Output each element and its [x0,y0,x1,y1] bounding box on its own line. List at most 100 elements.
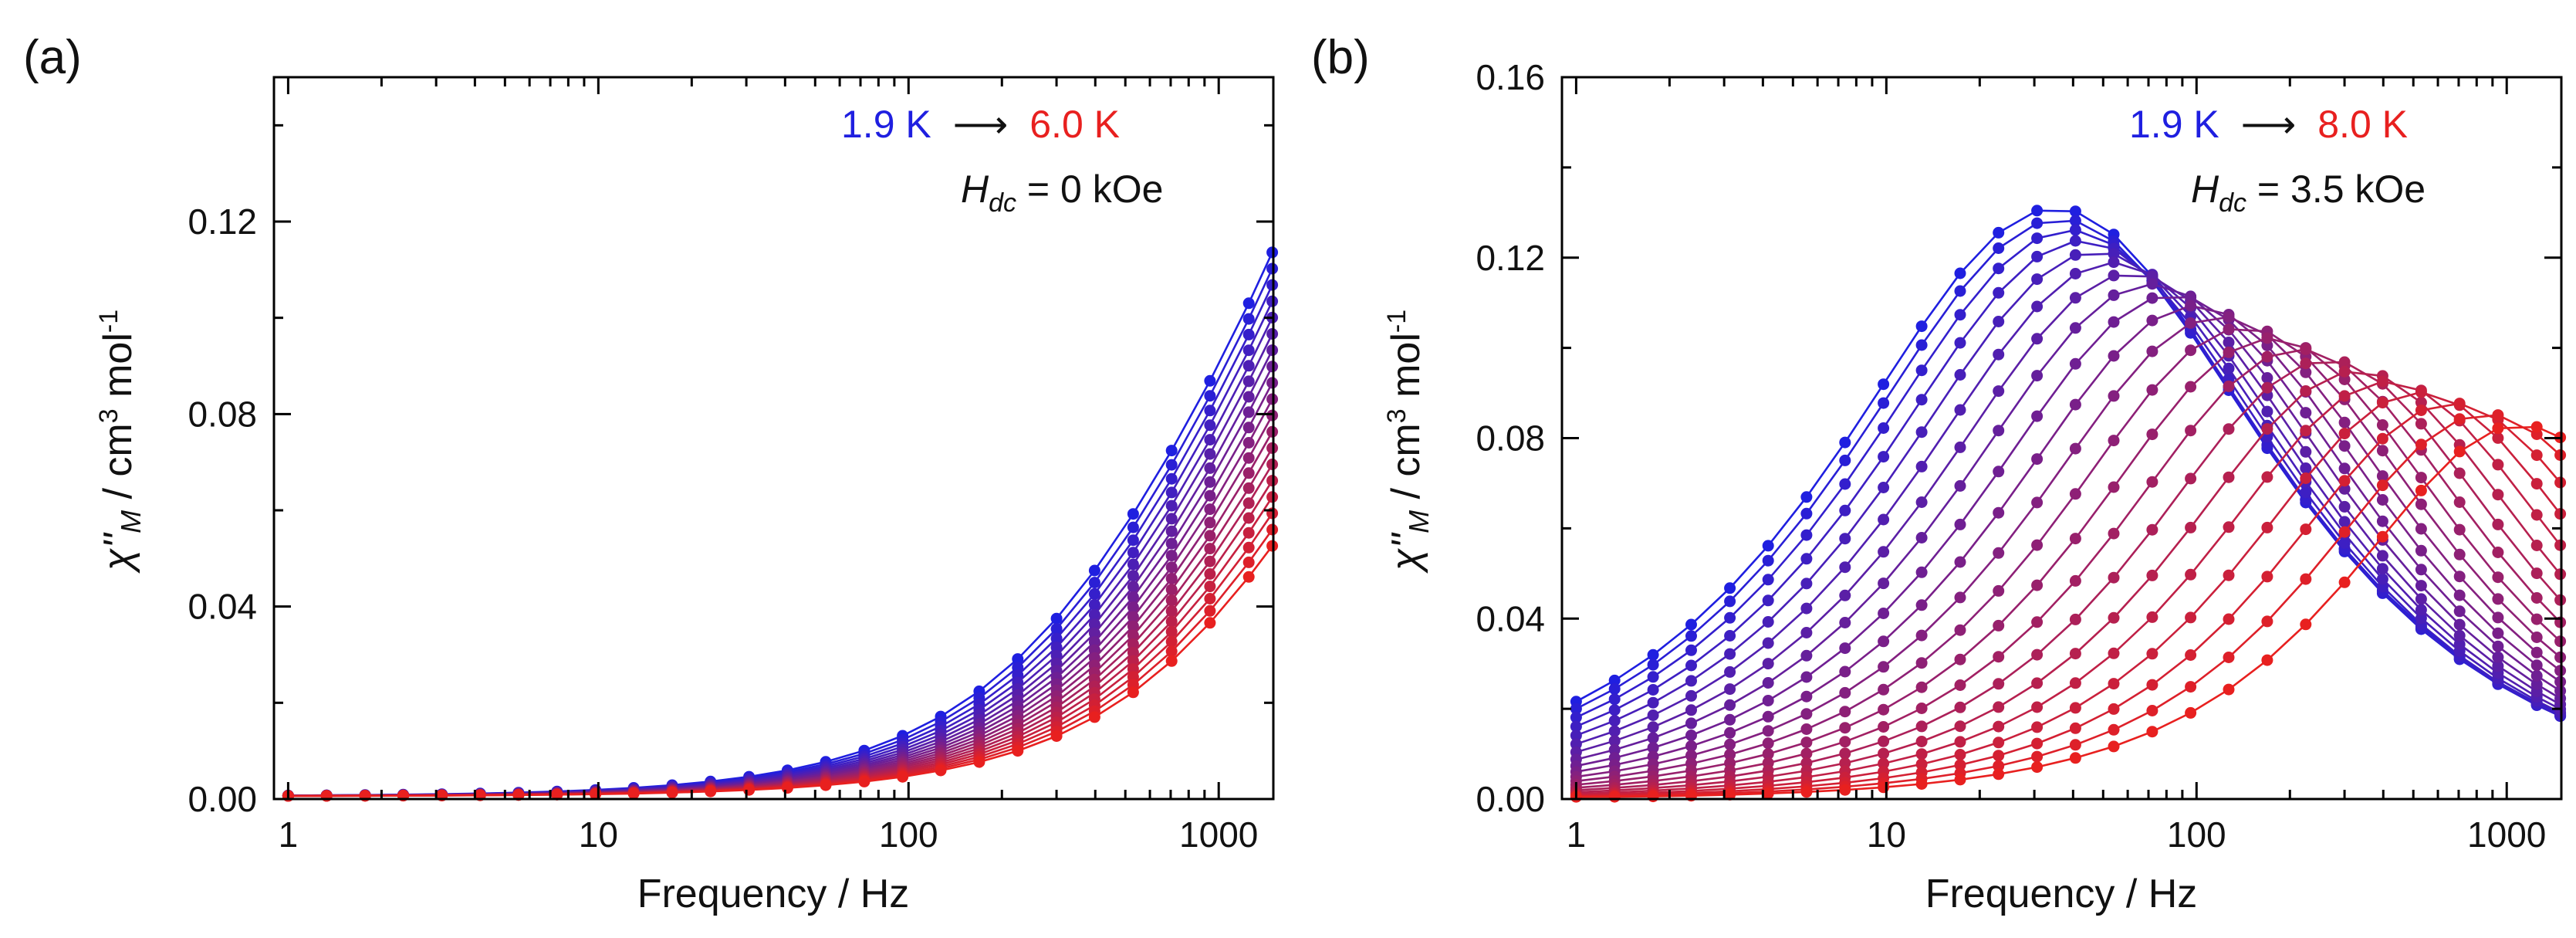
data-point [1878,735,1890,747]
data-point [1685,644,1697,656]
data-point [2108,256,2120,269]
data-point [1204,581,1216,593]
data-point [1724,699,1736,711]
data-point [2300,385,2312,397]
data-point [1088,598,1100,611]
series-line [288,513,1273,797]
data-point [1685,704,1697,716]
legend-temp-start-b: 1.9 K [2129,103,2219,146]
data-point [2146,278,2158,290]
legend-field-a: Hdc = 0 kOe [961,168,1163,218]
data-point [1724,648,1736,660]
data-point [2146,569,2158,581]
data-point [1954,749,1966,760]
y-tick-label: 0.08 [1476,418,1545,459]
data-point [1165,525,1178,537]
data-point [1608,674,1621,686]
data-point [2108,350,2120,362]
data-point [2185,344,2197,357]
data-point [1242,497,1255,510]
data-point [1915,736,1928,747]
data-point [1242,391,1255,403]
data-point [2453,571,2466,583]
data-point [2453,398,2466,410]
data-point [1127,547,1139,559]
data-point [1127,558,1139,571]
x-tick-label: 1000 [1179,814,1258,855]
data-point [2300,357,2312,370]
data-point [2338,483,2351,495]
data-point [2376,445,2388,457]
legend-temp-a: 1.9 K ⟶ 6.0 K [841,103,1120,146]
data-point [1800,627,1813,638]
data-point [1127,591,1139,603]
data-point [2261,521,2273,533]
data-point [1570,738,1582,750]
field-value-b: = 3.5 kOe [2246,168,2426,211]
data-point [1915,703,1928,714]
data-point [1204,419,1216,432]
data-point [2376,494,2388,506]
data-point [1570,711,1582,723]
data-point [1762,616,1774,628]
series-line [288,447,1273,797]
data-point [2069,702,2081,714]
data-point [2376,515,2388,527]
data-point [2185,649,2197,661]
data-point [1242,344,1255,357]
data-point [820,779,832,791]
data-point [1762,737,1774,750]
data-point [1878,378,1890,391]
data-point [1954,556,1966,568]
data-point [1088,618,1100,631]
series-line [1575,229,2561,719]
data-point [2069,292,2081,304]
data-point [1127,655,1139,667]
data-point [1915,394,1928,406]
data-point [1839,504,1851,516]
data-point [2300,366,2312,378]
data-point [2492,593,2504,605]
data-point [1724,582,1736,594]
data-point [1242,541,1255,554]
data-point [1839,533,1851,545]
data-point [1800,577,1813,590]
data-point [1878,781,1890,794]
x-tick-label: 10 [579,814,618,855]
data-point [2261,350,2273,363]
y-tick-label: 0.12 [1476,238,1545,278]
data-point [1204,516,1216,529]
data-point [1242,452,1255,464]
data-point [2300,343,2312,355]
y-axis-title-a: χ''M / cm3 mol-1 [94,310,147,574]
data-point [1012,653,1024,665]
data-point [1088,608,1100,621]
data-point [1165,459,1178,471]
data-point [1993,506,2005,519]
data-point [2261,332,2273,344]
data-point [2223,569,2235,581]
data-point [2376,397,2388,409]
data-point [858,775,870,787]
data-point [2415,612,2427,625]
data-point [1878,451,1890,463]
series-line [288,545,1273,797]
data-point [2069,613,2081,625]
data-point [1165,645,1178,658]
data-point [2261,615,2273,628]
data-point [1608,735,1621,747]
data-point [1165,572,1178,584]
data-point [1204,568,1216,580]
data-point [2415,580,2427,592]
data-point [2300,462,2312,474]
data-point [1839,561,1851,574]
data-point [1204,489,1216,502]
data-point [1839,642,1851,655]
data-point [2376,550,2388,562]
data-point [1915,532,1928,543]
y-tick-label: 0.08 [188,394,257,434]
data-point [2415,405,2427,416]
series-line [288,463,1273,797]
data-point [2069,322,2081,334]
data-point [1839,747,1851,760]
